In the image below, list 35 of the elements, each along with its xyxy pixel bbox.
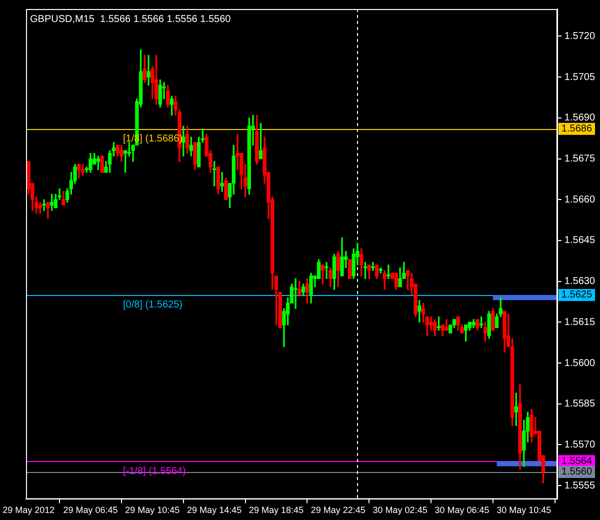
candlestick [429,316,433,331]
annotation: 1.5625 [561,290,592,301]
x-tick-label: 30 May 02:45 [372,505,428,516]
y-tick-label: 1.5690 [564,112,596,124]
candlestick [294,278,298,309]
annotation: 1.5564 [561,456,592,467]
annotation: 1.5686 [561,124,592,135]
y-tick-label: 1.5720 [564,30,596,42]
candlestick [220,172,224,192]
x-tick-label: 30 May 06:45 [434,505,490,516]
candlestick [324,262,328,279]
y-tick-label: 1.5570 [564,439,596,450]
candlestick [371,262,375,271]
y-tick-label: 1.5585 [564,398,596,410]
y-tick-label: 1.5675 [564,154,596,165]
y-tick-label: 1.5705 [564,72,596,83]
x-tick-label: 29 May 06:45 [63,505,118,516]
annotation: 1.5560 [561,466,592,478]
y-tick-label: 1.5615 [564,316,596,328]
x-tick-label: 29 May 22:45 [310,505,366,516]
x-tick-label: 30 May 10:45 [496,505,552,516]
x-tick-label: 29 May 2012 [2,505,55,516]
y-tick-label: 1.5660 [564,194,596,206]
ref-line-label: [0/8] (1.5625) [123,300,182,311]
x-tick-label: 29 May 14:45 [187,505,242,516]
y-tick-label: 1.5645 [564,235,596,246]
candlestick [146,54,150,86]
x-tick-label: 29 May 18:45 [248,505,304,516]
candlestick [386,264,390,279]
candlestick [42,199,46,211]
text: GBPUSD,M15 1.5566 1.5566 1.5556 1.5560 [30,14,232,25]
y-tick-label: 1.5555 [564,480,596,492]
y-tick-label: 1.5630 [564,276,596,288]
x-tick-label: 29 May 10:45 [125,505,180,516]
y-tick-label: 1.5600 [564,358,596,369]
